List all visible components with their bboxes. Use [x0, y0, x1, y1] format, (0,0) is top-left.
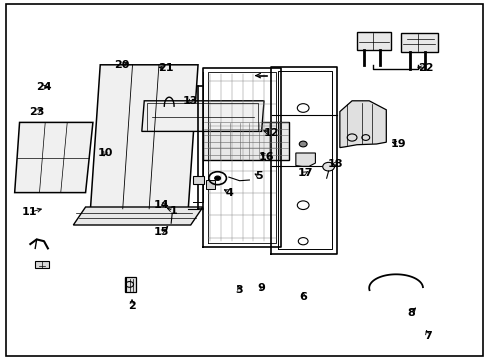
Circle shape	[299, 141, 306, 147]
Polygon shape	[400, 33, 437, 52]
Text: 13: 13	[183, 96, 198, 106]
Polygon shape	[90, 65, 198, 209]
Text: 4: 4	[225, 188, 233, 198]
Text: 24: 24	[36, 82, 52, 92]
Text: 1: 1	[169, 206, 177, 216]
Polygon shape	[124, 277, 136, 292]
Polygon shape	[35, 261, 49, 268]
Text: 9: 9	[257, 283, 265, 293]
Text: 14: 14	[153, 200, 169, 210]
Polygon shape	[356, 32, 390, 50]
Text: 2: 2	[128, 301, 136, 311]
Polygon shape	[15, 122, 93, 193]
Text: 22: 22	[417, 63, 432, 73]
Polygon shape	[73, 207, 203, 225]
Text: 15: 15	[153, 227, 169, 237]
Text: 17: 17	[297, 168, 313, 178]
Polygon shape	[203, 122, 288, 160]
Polygon shape	[206, 180, 215, 189]
Circle shape	[214, 176, 220, 180]
Text: 8: 8	[406, 308, 414, 318]
Text: 11: 11	[21, 207, 37, 217]
Text: 5: 5	[255, 171, 263, 181]
Text: 20: 20	[114, 60, 130, 70]
Polygon shape	[339, 101, 386, 148]
Polygon shape	[295, 153, 315, 166]
Text: 21: 21	[158, 63, 174, 73]
Text: 10: 10	[97, 148, 113, 158]
Text: 23: 23	[29, 107, 44, 117]
Text: 19: 19	[390, 139, 406, 149]
Text: 3: 3	[235, 285, 243, 295]
Polygon shape	[142, 101, 264, 131]
Polygon shape	[193, 176, 204, 184]
Text: 7: 7	[423, 330, 431, 341]
Text: 16: 16	[258, 152, 274, 162]
Circle shape	[322, 162, 334, 171]
Text: 18: 18	[326, 159, 342, 169]
Text: 12: 12	[263, 128, 279, 138]
Text: 6: 6	[299, 292, 306, 302]
